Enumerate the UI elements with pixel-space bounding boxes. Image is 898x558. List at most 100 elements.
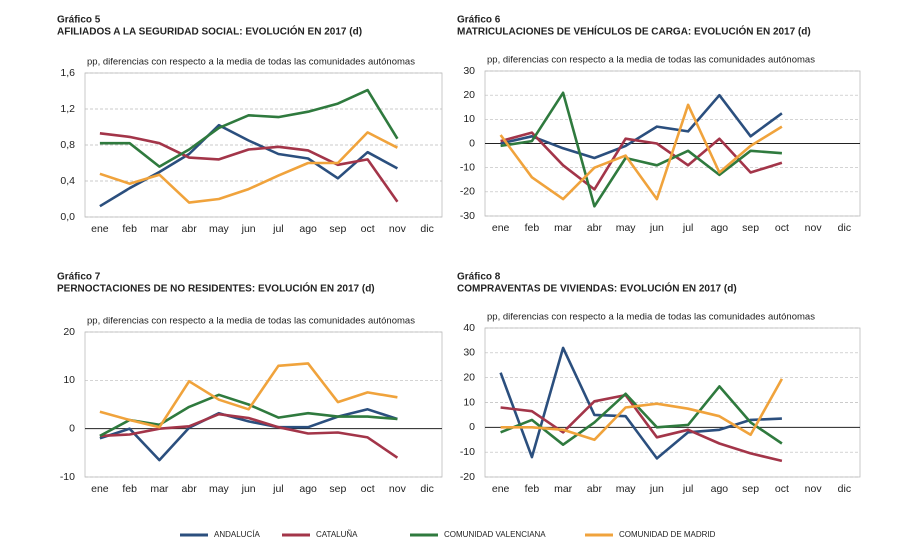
series-line: [99, 408, 398, 462]
legend-label: ANDALUCÍA: [214, 530, 260, 539]
x-tick-label: nov: [389, 223, 407, 235]
y-tick-label: -20: [460, 471, 475, 483]
x-tick-label: dic: [838, 222, 851, 234]
chart-label: Gráfico 6: [457, 15, 501, 26]
x-tick-label: mar: [554, 222, 573, 234]
x-tick-label: jun: [649, 222, 664, 234]
y-tick-label: 0: [469, 137, 475, 149]
chart-title: AFILIADOS A LA SEGURIDAD SOCIAL: EVOLUCI…: [57, 25, 362, 38]
x-tick-label: jun: [241, 483, 256, 495]
legend-label: COMUNIDAD VALENCIANA: [444, 530, 546, 539]
x-tick-label: may: [616, 222, 637, 234]
x-tick-label: may: [209, 483, 230, 495]
x-tick-label: dic: [838, 483, 851, 495]
series-line: [499, 103, 783, 201]
series-line: [500, 393, 783, 463]
chart-title: PERNOCTACIONES DE NO RESIDENTES: EVOLUCI…: [57, 282, 375, 295]
y-tick-label: 0,8: [60, 139, 75, 151]
y-tick-label: 10: [463, 396, 475, 408]
x-tick-label: ago: [711, 483, 729, 495]
x-tick-label: nov: [805, 483, 823, 495]
series-line: [500, 91, 782, 208]
x-tick-label: jun: [241, 223, 256, 235]
x-tick-label: nov: [805, 222, 823, 234]
chart-label: Gráfico 8: [457, 272, 501, 283]
y-tick-label: 30: [463, 347, 475, 359]
x-tick-label: oct: [361, 483, 375, 495]
y-tick-label: -20: [460, 186, 475, 198]
y-tick-label: -10: [460, 446, 475, 458]
x-tick-label: abr: [587, 483, 603, 495]
chart-subtitle: pp, diferencias con respecto a la media …: [487, 55, 815, 66]
x-tick-label: jun: [649, 483, 664, 495]
series-line: [99, 393, 398, 438]
y-tick-label: 10: [463, 113, 475, 125]
x-tick-label: dic: [420, 223, 433, 235]
plot-frame: [84, 72, 443, 218]
x-tick-label: feb: [122, 223, 137, 235]
chart-label: Gráfico 7: [57, 272, 101, 283]
x-tick-label: sep: [742, 222, 759, 234]
y-tick-label: 20: [463, 371, 475, 383]
x-tick-label: jul: [682, 222, 694, 234]
x-tick-label: abr: [182, 483, 198, 495]
x-tick-label: may: [616, 483, 637, 495]
series-line: [99, 362, 398, 429]
y-tick-label: 10: [63, 374, 75, 386]
series-line: [99, 123, 399, 208]
x-tick-label: oct: [775, 222, 789, 234]
series-line: [500, 93, 783, 160]
y-tick-label: 20: [63, 326, 75, 338]
x-tick-label: ago: [299, 483, 317, 495]
series-line: [99, 88, 399, 168]
chart-subtitle: pp, diferencias con respecto a la media …: [87, 57, 415, 68]
x-tick-label: ago: [299, 223, 317, 235]
x-tick-label: sep: [329, 483, 346, 495]
x-tick-label: ene: [91, 223, 109, 235]
series-line: [500, 385, 783, 446]
x-tick-label: abr: [182, 223, 198, 235]
y-tick-label: 0: [69, 422, 75, 434]
x-tick-label: mar: [150, 483, 169, 495]
x-tick-label: ene: [91, 483, 109, 495]
x-tick-label: nov: [389, 483, 407, 495]
y-tick-label: 40: [463, 322, 475, 334]
series-line: [499, 346, 782, 460]
x-tick-label: oct: [775, 483, 789, 495]
x-tick-label: feb: [525, 222, 540, 234]
series-line: [99, 132, 399, 203]
legend-label: COMUNIDAD DE MADRID: [619, 530, 716, 539]
y-tick-label: -30: [460, 210, 475, 222]
x-tick-label: mar: [554, 483, 573, 495]
y-tick-label: 1,2: [60, 103, 75, 115]
x-tick-label: sep: [329, 223, 346, 235]
chart-title: COMPRAVENTAS DE VIVIENDAS: EVOLUCIÓN EN …: [457, 282, 737, 295]
y-tick-label: 30: [463, 65, 475, 77]
chart-title: MATRICULACIONES DE VEHÍCULOS DE CARGA: E…: [457, 25, 811, 38]
series-line: [500, 131, 783, 191]
y-tick-label: 0: [469, 421, 475, 433]
x-tick-label: dic: [420, 483, 433, 495]
series-line: [500, 378, 784, 442]
chart-label: Gráfico 5: [57, 15, 101, 26]
legend-label: CATALUÑA: [316, 530, 358, 539]
x-tick-label: jul: [682, 483, 694, 495]
x-tick-label: sep: [742, 483, 759, 495]
x-tick-label: jul: [272, 223, 284, 235]
x-tick-label: mar: [150, 223, 169, 235]
plot-frame: [84, 331, 443, 478]
chart-subtitle: pp, diferencias con respecto a la media …: [487, 312, 815, 323]
x-tick-label: abr: [587, 222, 603, 234]
x-tick-label: oct: [361, 223, 375, 235]
x-tick-label: feb: [122, 483, 137, 495]
chart-subtitle: pp, diferencias con respecto a la media …: [87, 316, 415, 327]
y-tick-label: -10: [60, 471, 75, 483]
y-tick-label: 0,4: [60, 175, 75, 187]
x-tick-label: ago: [711, 222, 729, 234]
series-line: [99, 412, 399, 459]
y-tick-label: 20: [463, 89, 475, 101]
x-tick-label: may: [209, 223, 230, 235]
x-tick-label: ene: [492, 222, 510, 234]
series-line: [99, 131, 398, 204]
